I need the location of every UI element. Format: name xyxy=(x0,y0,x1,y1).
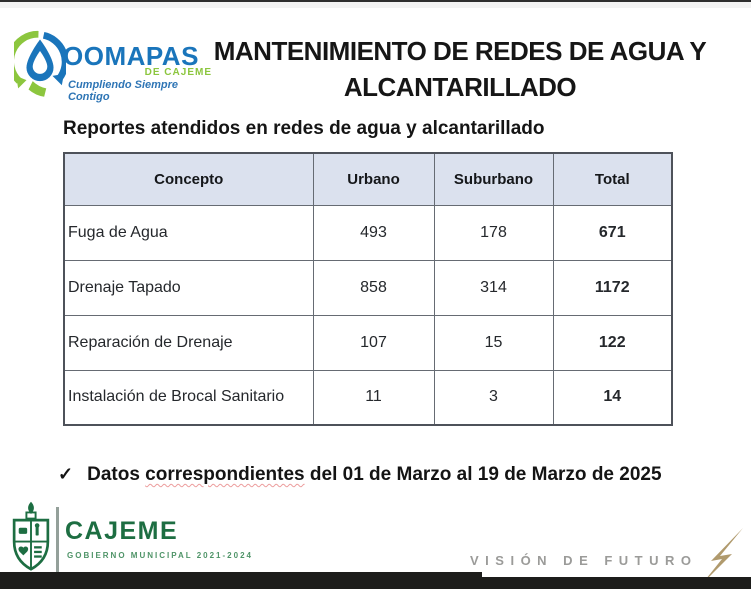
oomapas-logo: OOMAPAS DE CAJEME Cumpliendo Siempre Con… xyxy=(12,28,212,103)
cell-total: 1172 xyxy=(552,259,673,316)
checkmark-icon: ✓ xyxy=(58,464,74,484)
brand-subname: DE CAJEME xyxy=(144,67,212,78)
cell-urbano: 493 xyxy=(312,204,435,261)
brand-tagline: Cumpliendo Siempre Contigo xyxy=(68,79,179,103)
table-row: Reparación de Drenaje 107 15 122 xyxy=(63,314,673,371)
slogan-text: VISIÓN DE FUTURO xyxy=(470,553,698,568)
water-drop-icon xyxy=(14,30,66,97)
slide-title-line2: ALCANTARILLADO xyxy=(343,72,577,102)
gold-arrow-icon xyxy=(702,528,743,584)
top-edge-strip xyxy=(0,2,751,8)
cell-total: 14 xyxy=(552,369,673,426)
cell-total: 122 xyxy=(552,314,673,371)
cell-concepto: Reparación de Drenaje xyxy=(63,314,314,371)
header-total: Total xyxy=(552,152,673,206)
cell-suburbano: 15 xyxy=(433,314,554,371)
slide-title: MANTENIMIENTO DE REDES DE AGUA Y ALCANTA… xyxy=(200,33,720,105)
note-text-underlined: correspondientes xyxy=(145,464,305,485)
government-period: GOBIERNO MUNICIPAL 2021-2024 xyxy=(67,551,253,560)
date-note: ✓ Datos correspondientes del 01 de Marzo … xyxy=(58,464,718,486)
reports-table: Concepto Urbano Suburbano Total Fuga de … xyxy=(63,152,673,426)
cell-urbano: 858 xyxy=(312,259,435,316)
cajeme-crest-icon xyxy=(12,501,50,571)
cell-concepto: Fuga de Agua xyxy=(63,204,314,261)
note-text-1: Datos xyxy=(87,464,140,485)
cell-total: 671 xyxy=(552,204,673,261)
cell-urbano: 107 xyxy=(312,314,435,371)
header-suburbano: Suburbano xyxy=(433,152,554,206)
cell-suburbano: 314 xyxy=(433,259,554,316)
table-row: Instalación de Brocal Sanitario 11 3 14 xyxy=(63,369,673,426)
table-row: Fuga de Agua 493 178 671 xyxy=(63,204,673,261)
cell-concepto: Drenaje Tapado xyxy=(63,259,314,316)
table-row: Drenaje Tapado 858 314 1172 xyxy=(63,259,673,316)
footer-divider xyxy=(56,507,59,573)
table-header-row: Concepto Urbano Suburbano Total xyxy=(63,152,673,206)
bottom-bar-right xyxy=(482,577,751,589)
header-concepto: Concepto xyxy=(63,152,314,206)
brand-name: OOMAPAS xyxy=(63,41,199,71)
report-subtitle: Reportes atendidos en redes de agua y al… xyxy=(63,118,545,139)
bottom-bar-left xyxy=(0,572,482,589)
note-text-2: del 01 de Marzo al 19 de Marzo de 2025 xyxy=(309,464,662,485)
cell-concepto: Instalación de Brocal Sanitario xyxy=(63,369,314,426)
cell-suburbano: 178 xyxy=(433,204,554,261)
top-edge-line xyxy=(0,0,751,2)
cell-urbano: 11 xyxy=(312,369,435,426)
cell-suburbano: 3 xyxy=(433,369,554,426)
header-urbano: Urbano xyxy=(312,152,435,206)
municipality-name: CAJEME xyxy=(65,517,179,545)
slide-title-line1: MANTENIMIENTO DE REDES DE AGUA Y xyxy=(213,36,707,66)
